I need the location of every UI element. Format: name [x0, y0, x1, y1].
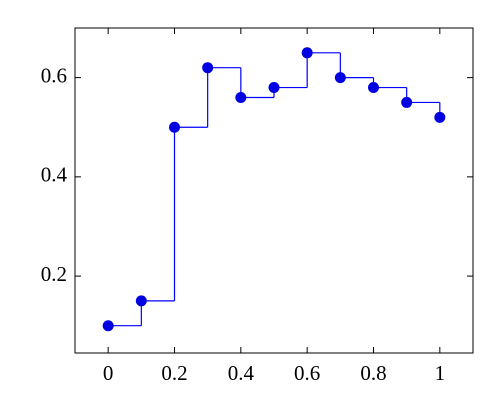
point [334, 72, 346, 84]
x-tick-label: 1 [435, 361, 446, 385]
point [368, 82, 379, 94]
point [401, 96, 413, 108]
x-tick-label: 0.8 [360, 361, 386, 385]
y-tick-label: 0.2 [41, 262, 67, 286]
plot-frame [74, 27, 474, 354]
point [268, 82, 280, 94]
point [202, 62, 214, 74]
point [169, 121, 180, 133]
point [301, 47, 313, 59]
x-tick-label: 0.6 [294, 361, 320, 385]
point [135, 295, 147, 307]
y-tick-label: 0.4 [41, 163, 68, 187]
point [434, 111, 446, 123]
x-tick-label: 0.4 [228, 361, 255, 385]
x-tick-label: 0.2 [161, 361, 187, 385]
y-tick-label: 0.6 [41, 63, 67, 87]
point [102, 320, 114, 332]
x-tick-label: 0 [103, 361, 114, 385]
point [235, 91, 247, 103]
